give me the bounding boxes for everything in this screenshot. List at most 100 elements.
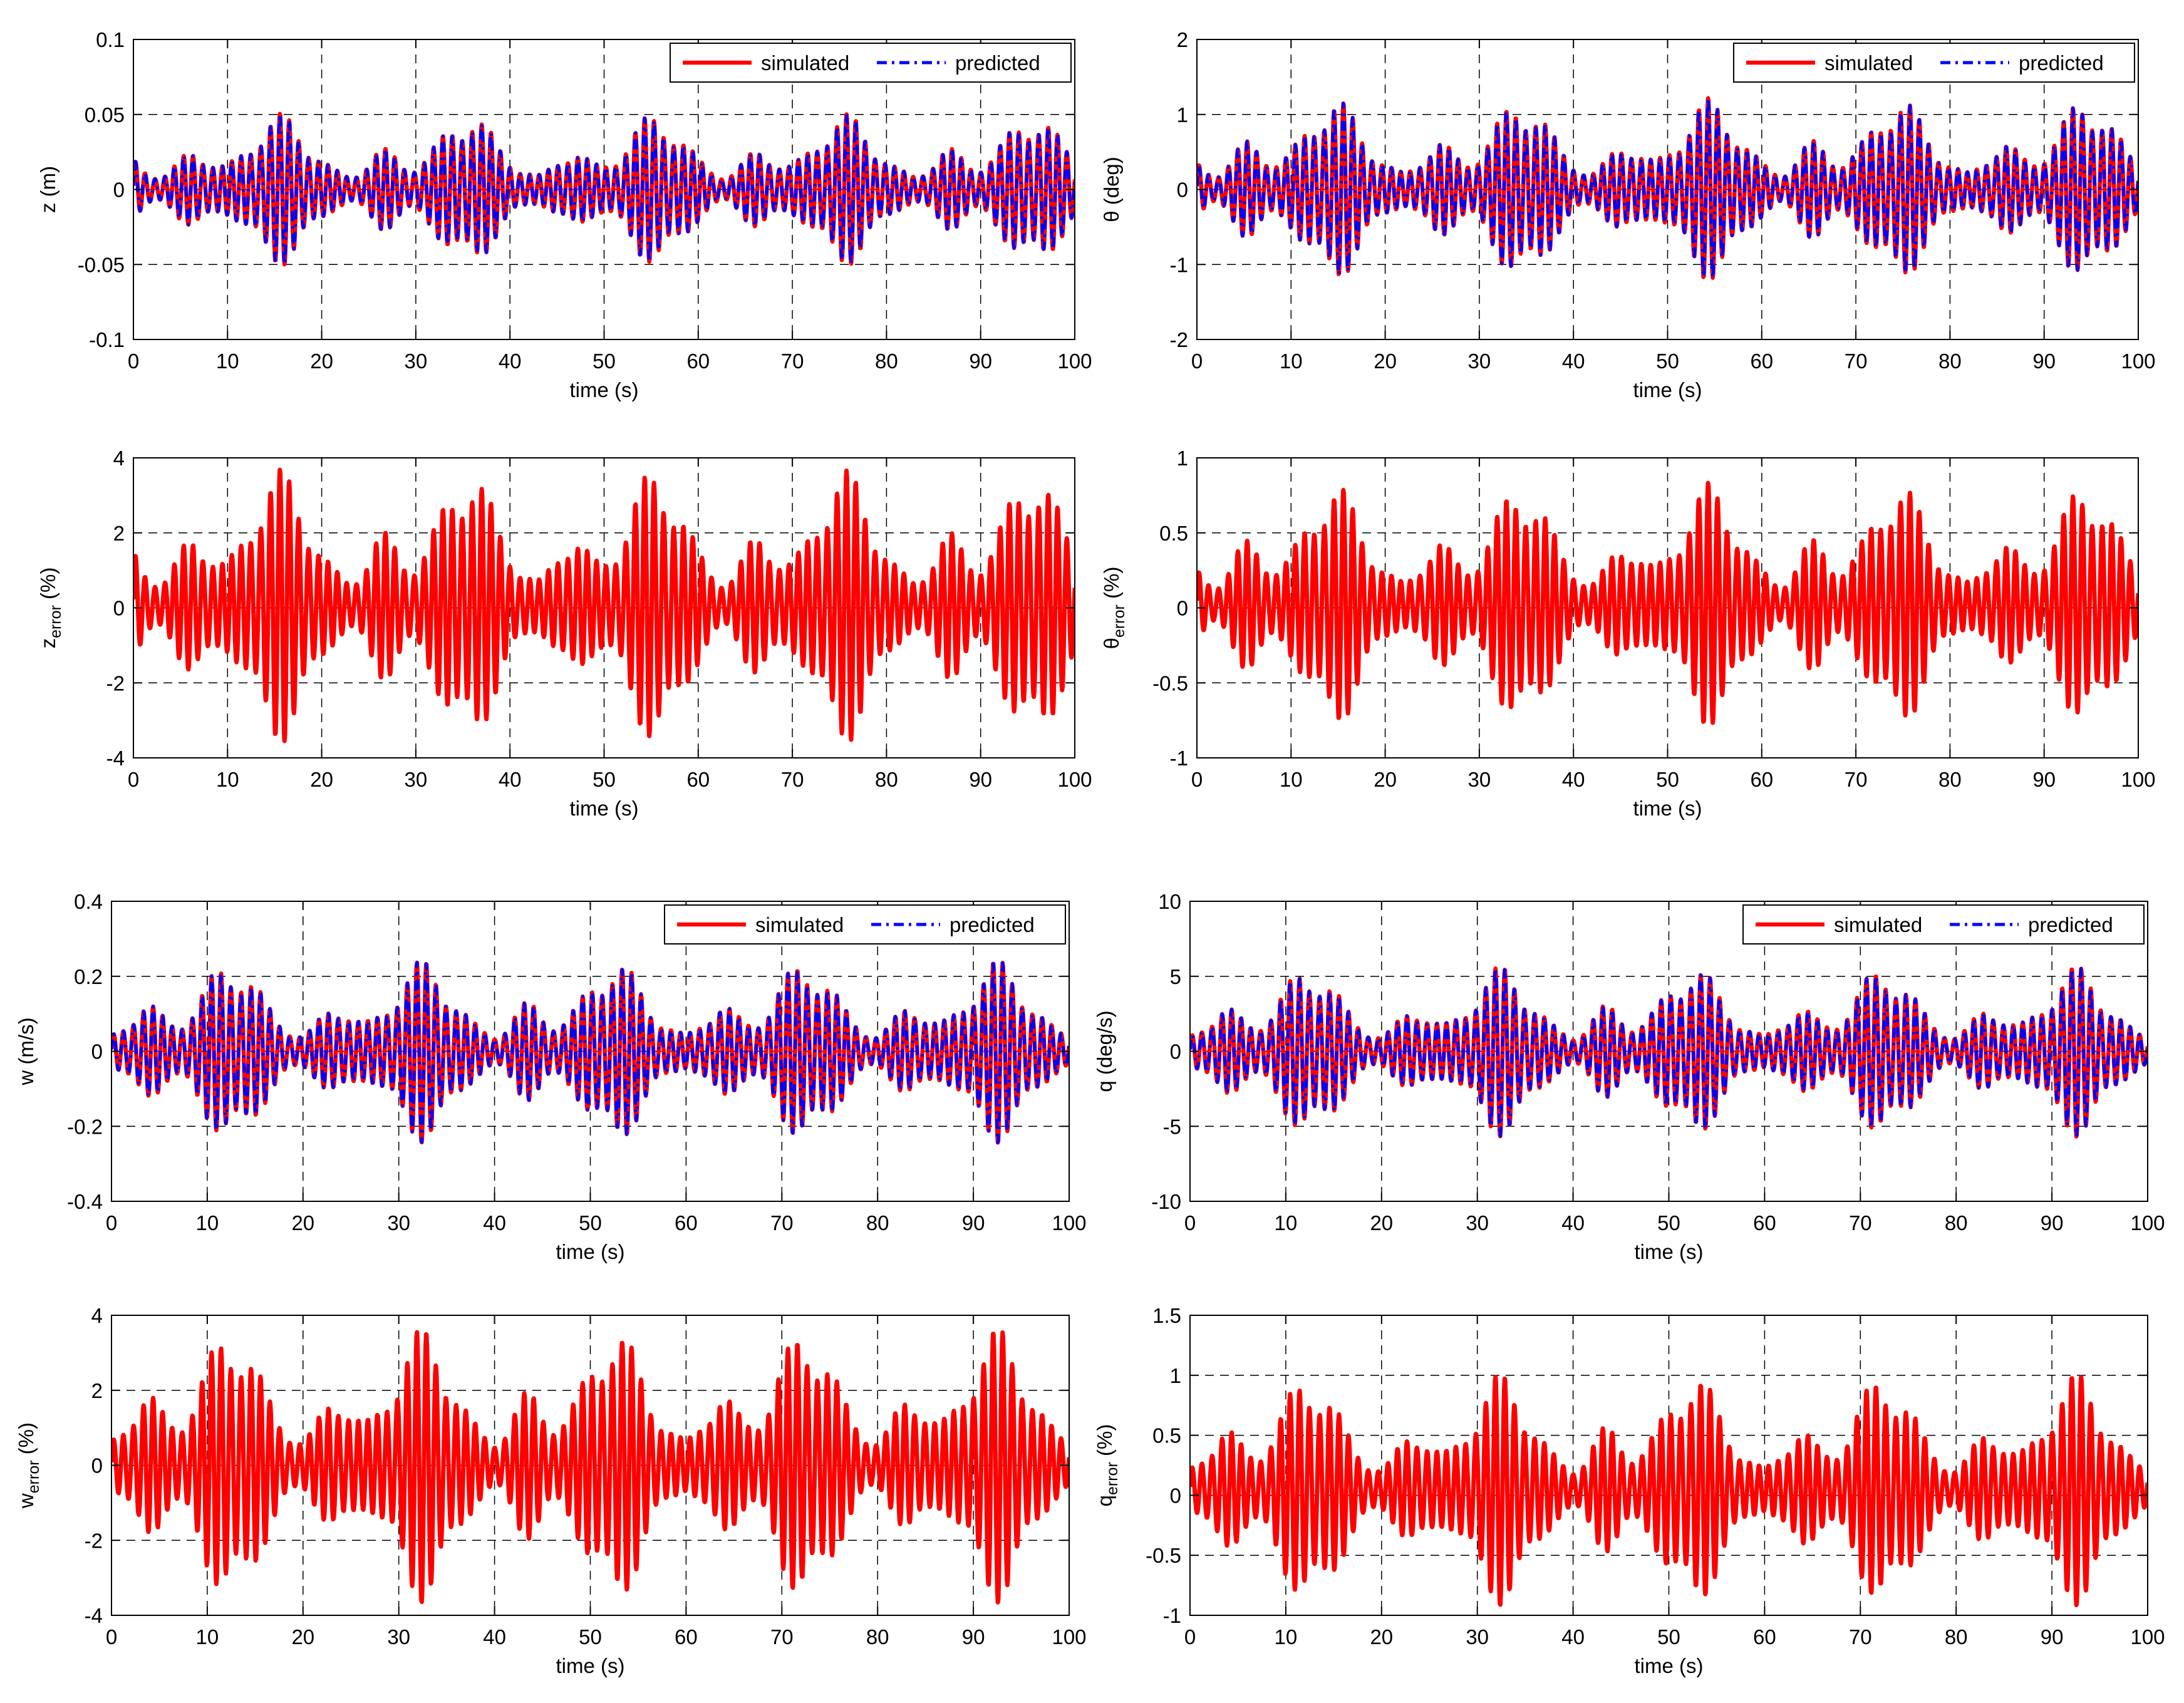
xtick-label-theta-10: 100 [2121,349,2155,373]
xtick-label-theta-8: 80 [1938,349,1962,373]
xtick-label-q-10: 100 [2130,1211,2165,1235]
ytick-label-w_error-3: 2 [91,1379,103,1402]
ytick-label-w_error-0: -4 [85,1604,103,1627]
xtick-label-q_error-10: 100 [2130,1625,2165,1649]
xtick-label-theta-3: 30 [1468,349,1491,373]
xtick-label-z-7: 70 [781,349,804,373]
xtick-label-w_error-8: 80 [866,1625,889,1649]
ytick-label-theta_error-1: -0.5 [1152,671,1188,695]
ytick-label-z-3: 0.05 [85,103,125,127]
xtick-label-theta_error-10: 100 [2121,768,2155,791]
xtick-label-theta_error-7: 70 [1845,768,1868,791]
xtick-label-q_error-0: 0 [1184,1625,1196,1649]
xtick-label-q-0: 0 [1184,1211,1196,1235]
ytick-label-theta-2: 0 [1177,179,1188,202]
ytick-label-w-2: 0 [91,1040,103,1064]
xtick-label-q-2: 20 [1370,1211,1393,1235]
ytick-label-z_error-2: 0 [113,597,125,620]
ylabel-unit-theta: (deg) [1100,157,1123,210]
xtick-label-theta_error-6: 60 [1750,768,1773,791]
ytick-label-q_error-5: 1.5 [1152,1304,1181,1327]
series-line-theta_error-error [1197,480,2138,725]
xtick-label-q-6: 60 [1753,1211,1776,1235]
xtick-label-w-0: 0 [106,1211,117,1235]
xtick-label-q_error-6: 60 [1753,1625,1776,1649]
xtick-label-z-10: 100 [1057,349,1092,373]
ytick-label-theta-3: 1 [1177,103,1188,127]
xtick-label-w-2: 20 [291,1211,314,1235]
series-line-q_error-error [1190,1374,2148,1607]
series-line-w_error-error [111,1330,1069,1605]
ytick-label-q_error-2: 0 [1170,1484,1181,1507]
ylabel-q_error: qerror (%) [1093,1424,1121,1507]
xtick-label-q_error-2: 20 [1370,1625,1393,1649]
ylabel-unit-z: (m) [36,166,60,203]
xtick-label-w_error-9: 90 [962,1625,985,1649]
ylabel-sub-z_error: error [47,605,65,638]
subplot-z: 0 10 20 30 40 50 60 70 80 90 100 -0.1 -0.05 0 0.05 0.1 t… [36,28,1092,401]
xtick-label-q-1: 10 [1275,1211,1298,1235]
ytick-label-theta-4: 2 [1177,28,1188,51]
legend-label-predicted-q: predicted [2028,913,2113,936]
ylabel-theta_error: θerror (%) [1100,567,1128,650]
ylabel-unit-w: (m/s) [14,1017,38,1070]
ytick-label-z-2: 0 [113,179,125,202]
xtick-label-w-8: 80 [866,1211,889,1235]
subplot-q_error: 0 10 20 30 40 50 60 70 80 90 100 -1 -0.5 0 0.5 1 1.5 time… [1093,1304,2165,1677]
subplot-q: 0 10 20 30 40 50 60 70 80 90 100 -10 -5 0 5 10 time (s) q… [1093,890,2165,1263]
ytick-label-w-1: -0.2 [67,1115,103,1138]
xtick-label-z_error-10: 100 [1057,768,1092,791]
xtick-label-theta-7: 70 [1845,349,1868,373]
xtick-label-q_error-1: 10 [1275,1625,1298,1649]
xtick-label-theta_error-1: 10 [1280,768,1303,791]
subplot-w: 0 10 20 30 40 50 60 70 80 90 100 -0.4 -0.2 0 0.2 0.4 tim… [14,890,1087,1263]
ytick-label-q-4: 10 [1158,890,1181,913]
grid-theta_error [1197,458,2138,758]
xtick-label-z-5: 50 [593,349,616,373]
ylabel-unit-q: (deg/s) [1093,1010,1116,1080]
xtick-label-theta_error-0: 0 [1191,768,1203,791]
xtick-label-theta_error-4: 40 [1562,768,1585,791]
ytick-label-q_error-3: 0.5 [1152,1424,1181,1447]
xtick-label-q_error-9: 90 [2041,1625,2064,1649]
xtick-label-w-1: 10 [196,1211,219,1235]
ylabel-unit-w_error: (%) [14,1422,38,1461]
ytick-label-theta-0: -2 [1170,328,1188,351]
series-line-theta-predicted [1197,96,2138,280]
ytick-label-z-4: 0.1 [96,28,125,51]
xlabel-w: time (s) [556,1240,625,1263]
series-line-w-predicted [111,961,1069,1144]
ytick-label-w_error-1: -2 [85,1529,103,1552]
xtick-label-theta-9: 90 [2032,349,2056,373]
ytick-label-z-0: -0.1 [89,328,125,351]
xtick-label-w_error-1: 10 [196,1625,219,1649]
xtick-label-q-3: 30 [1466,1211,1489,1235]
xtick-label-theta-4: 40 [1562,349,1585,373]
xtick-label-z_error-6: 60 [686,768,710,791]
xtick-label-w-9: 90 [962,1211,985,1235]
xtick-label-z_error-2: 20 [310,768,333,791]
xtick-label-q-8: 80 [1945,1211,1968,1235]
xtick-label-q-5: 50 [1657,1211,1680,1235]
ytick-label-w-3: 0.2 [74,965,103,988]
xtick-label-theta-2: 20 [1374,349,1397,373]
ylabel-z_error: zerror (%) [36,567,65,649]
ytick-label-w-0: -0.4 [67,1190,103,1213]
xtick-label-z-9: 90 [969,349,992,373]
xtick-label-w_error-3: 30 [387,1625,410,1649]
ylabel-base-z_error: z [36,638,60,649]
xtick-label-w-7: 70 [770,1211,794,1235]
xtick-label-z_error-5: 50 [593,768,616,791]
ytick-label-z_error-1: -2 [106,671,125,695]
ylabel-unit-z_error: (%) [36,567,60,606]
ytick-label-q_error-0: -1 [1163,1604,1181,1627]
xtick-label-w_error-7: 70 [770,1625,794,1649]
series-group-q [1190,966,2148,1139]
xlabel-z_error: time (s) [570,797,639,820]
subplot-z_error: 0 10 20 30 40 50 60 70 80 90 100 -4 -2 0 2 4 time (s) zer… [36,447,1092,820]
xlabel-theta_error: time (s) [1633,797,1702,820]
legend-label-simulated-theta: simulated [1824,51,1913,75]
xtick-label-theta_error-3: 30 [1468,768,1491,791]
ytick-label-w_error-4: 4 [91,1304,103,1327]
